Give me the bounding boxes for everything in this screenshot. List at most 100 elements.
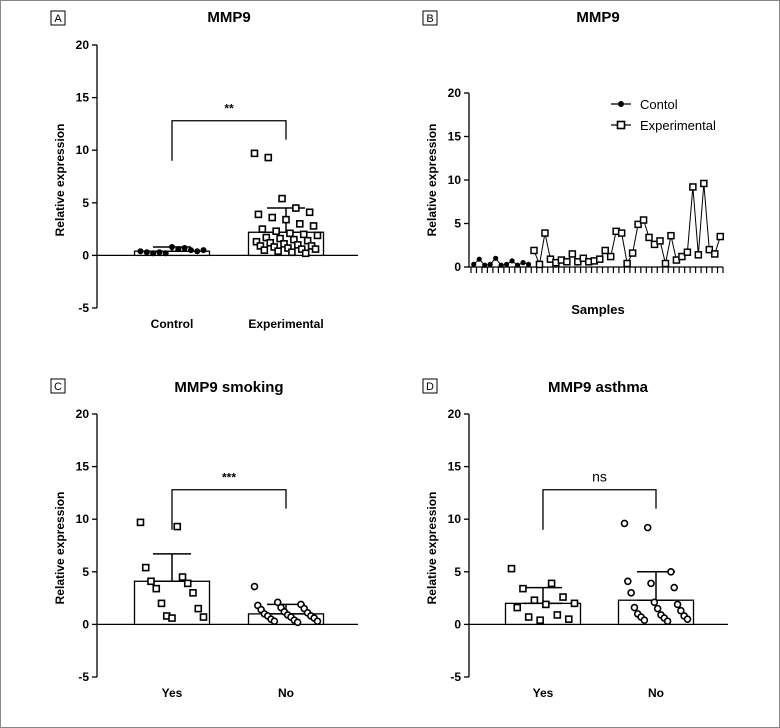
data-point <box>313 231 322 240</box>
data-point <box>630 603 639 612</box>
series-point <box>525 261 532 267</box>
series-point <box>705 245 714 254</box>
data-point <box>250 149 259 158</box>
data-point <box>256 242 265 250</box>
y-tick-label: -5 <box>78 301 89 315</box>
panel-c-ylabel: Relative expression <box>53 492 67 605</box>
significance-label: ** <box>224 102 234 116</box>
data-point <box>194 248 201 255</box>
series-point <box>493 255 499 261</box>
series-point <box>476 256 482 262</box>
y-tick-label: 10 <box>448 173 462 187</box>
data-point <box>292 204 300 212</box>
significance-bracket <box>171 489 287 530</box>
data-point <box>156 249 163 256</box>
data-point <box>200 247 207 254</box>
data-point <box>309 222 318 230</box>
data-point <box>673 600 682 609</box>
panel-c-label-box <box>50 378 66 394</box>
data-point <box>264 153 273 162</box>
series-point <box>541 229 549 237</box>
x-category-label: Yes <box>162 686 183 700</box>
series-point <box>471 261 477 267</box>
y-tick-label: 5 <box>454 217 461 231</box>
data-point <box>519 584 527 593</box>
data-point <box>650 598 659 607</box>
data-point <box>647 579 655 588</box>
y-tick-label: 15 <box>448 460 462 474</box>
data-point <box>194 604 203 613</box>
data-point <box>141 563 150 572</box>
data-point <box>147 577 155 586</box>
y-tick-label: 10 <box>448 512 462 526</box>
series-point <box>656 237 664 245</box>
data-point <box>175 246 182 253</box>
data-point <box>252 237 261 246</box>
data-point <box>199 613 208 621</box>
data-point <box>542 600 550 609</box>
series-point <box>498 262 504 268</box>
series-point <box>568 250 577 258</box>
x-category-label: Yes <box>533 686 554 700</box>
series-point <box>509 258 515 264</box>
panel-d: D MMP9 asthma Relative expression -5 0 5 10… <box>422 378 728 700</box>
x-category-label: No <box>278 686 294 700</box>
series-point <box>530 246 538 255</box>
data-point <box>288 248 296 257</box>
data-point <box>313 617 322 626</box>
panel-c-title: MMP9 smoking <box>174 379 283 396</box>
data-point <box>270 243 278 251</box>
significance-bracket <box>171 120 287 161</box>
data-point <box>620 519 629 528</box>
significance-label: *** <box>222 471 236 485</box>
data-point <box>294 241 302 249</box>
panel-b-title: MMP9 <box>576 9 619 26</box>
y-tick-label: -5 <box>78 670 89 684</box>
data-point <box>677 606 685 615</box>
y-tick-label: 10 <box>76 512 90 526</box>
y-tick-label: 5 <box>82 196 89 210</box>
y-tick-label: 10 <box>76 143 90 157</box>
data-point <box>311 245 320 253</box>
panel-b-ylabel: Relative expression <box>425 124 439 237</box>
data-point <box>627 589 635 597</box>
data-point <box>169 243 175 250</box>
y-tick-label: -5 <box>450 670 461 684</box>
data-point <box>286 229 294 238</box>
data-point <box>559 593 567 601</box>
data-point <box>301 249 310 258</box>
series-point <box>634 220 642 229</box>
y-tick-label: 15 <box>76 460 90 474</box>
data-point <box>513 603 522 612</box>
y-tick-label: 20 <box>76 407 90 421</box>
data-point <box>183 579 192 588</box>
series-point <box>700 179 708 188</box>
series-point <box>711 250 719 258</box>
data-point <box>507 564 516 573</box>
data-point <box>152 584 161 593</box>
y-tick-label: 0 <box>454 617 461 631</box>
data-point <box>258 225 267 233</box>
data-point <box>547 579 556 588</box>
legend-experimental-marker <box>616 120 626 130</box>
data-point <box>536 616 544 624</box>
series-point <box>661 259 670 268</box>
data-point <box>653 604 662 613</box>
series-point <box>504 261 510 267</box>
data-point <box>262 233 271 242</box>
series-point <box>563 258 571 266</box>
panel-a-title: MMP9 <box>207 9 250 26</box>
panel-d-ylabel: Relative expression <box>425 492 439 605</box>
panel-a-plot: -5 0 5 10 15 20 Control Experimental ** <box>76 38 358 331</box>
series-point <box>639 216 648 224</box>
data-point <box>270 617 279 626</box>
panel-b: B MMP9 Relative expression Samples 0 5 10 1… <box>422 9 725 317</box>
data-point <box>150 250 157 257</box>
x-category-label: No <box>648 686 664 700</box>
panel-c-label: C <box>54 381 62 393</box>
data-point <box>173 522 182 531</box>
series-point <box>628 249 637 257</box>
y-tick-label: 0 <box>454 260 461 274</box>
data-point <box>295 220 304 228</box>
data-point <box>640 616 649 624</box>
